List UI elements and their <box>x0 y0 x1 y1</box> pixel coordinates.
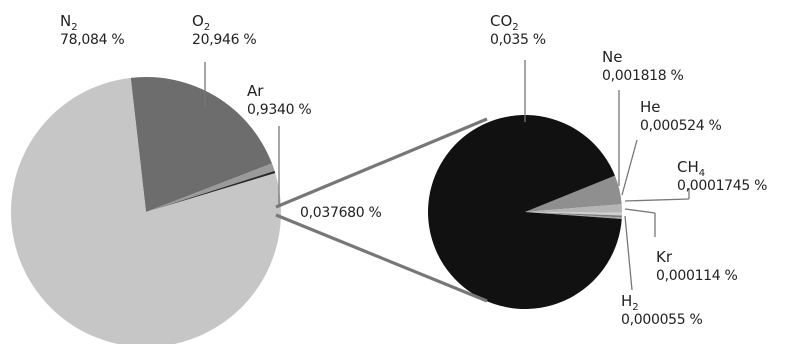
ar-symbol: Ar <box>247 82 264 100</box>
ch4-leader-line <box>624 198 690 202</box>
he-leader-line <box>621 139 638 196</box>
zoom-connector-top <box>275 117 488 209</box>
n2-symbol: N <box>60 12 71 30</box>
main-pie-slice-o2 <box>130 77 272 212</box>
kr-leader-line <box>624 208 656 214</box>
kr-symbol: Kr <box>656 248 673 266</box>
co2-value-label: 0,035 % <box>490 32 546 48</box>
ch4-symbol: CH <box>677 158 699 176</box>
detail-pie-slice-ch4 <box>525 212 622 216</box>
ne-value-label: 0,001818 % <box>602 68 684 84</box>
ch4-value-label: 0,0001745 % <box>677 178 767 194</box>
n2-name: N2 <box>60 12 78 33</box>
detail-pie-slice-co2 <box>428 114 622 309</box>
h2-symbol: H <box>621 292 632 310</box>
ar-value-label: 0,9340 % <box>247 102 311 118</box>
o2-value-label: 20,946 % <box>192 32 256 48</box>
he-name: He <box>640 98 661 116</box>
detail-pie-slice-ne <box>525 175 622 212</box>
o2-subscript: 2 <box>204 22 210 33</box>
co2-subscript: 2 <box>512 22 518 33</box>
h2-subscript: 2 <box>632 302 638 313</box>
h2-leader-line <box>624 215 633 291</box>
ne-symbol: Ne <box>602 48 622 66</box>
ne-name: Ne <box>602 48 622 66</box>
ch4-name: CH4 <box>677 158 705 179</box>
detail-pie-slice-kr <box>525 212 622 218</box>
detail-pie-slice-he <box>525 204 623 213</box>
detail-pie-slice-h2 <box>525 212 622 219</box>
connector-lines <box>204 60 690 303</box>
he-value-label: 0,000524 % <box>640 118 722 134</box>
ar-name: Ar <box>247 82 264 100</box>
detail-pie <box>428 114 623 309</box>
trace-total-value-label: 0,037680 % <box>300 205 382 221</box>
kr-name: Kr <box>656 248 673 266</box>
kr-value-label: 0,000114 % <box>656 268 738 284</box>
main-pie <box>10 77 281 348</box>
main-pie-slice-trace <box>146 170 276 212</box>
zoom-connector-bottom <box>275 213 488 303</box>
h2-value-label: 0,000055 % <box>621 312 703 328</box>
n2-subscript: 2 <box>71 22 77 33</box>
n2-value-label: 78,084 % <box>60 32 124 48</box>
o2-name: O2 <box>192 12 210 33</box>
main-pie-slice-n2 <box>10 77 281 348</box>
o2-symbol: O <box>192 12 204 30</box>
ch4-subscript: 4 <box>699 168 705 179</box>
co2-symbol: CO <box>490 12 512 30</box>
he-symbol: He <box>640 98 661 116</box>
co2-name: CO2 <box>490 12 519 33</box>
main-pie-slice-ar <box>146 163 275 212</box>
h2-name: H2 <box>621 292 639 313</box>
